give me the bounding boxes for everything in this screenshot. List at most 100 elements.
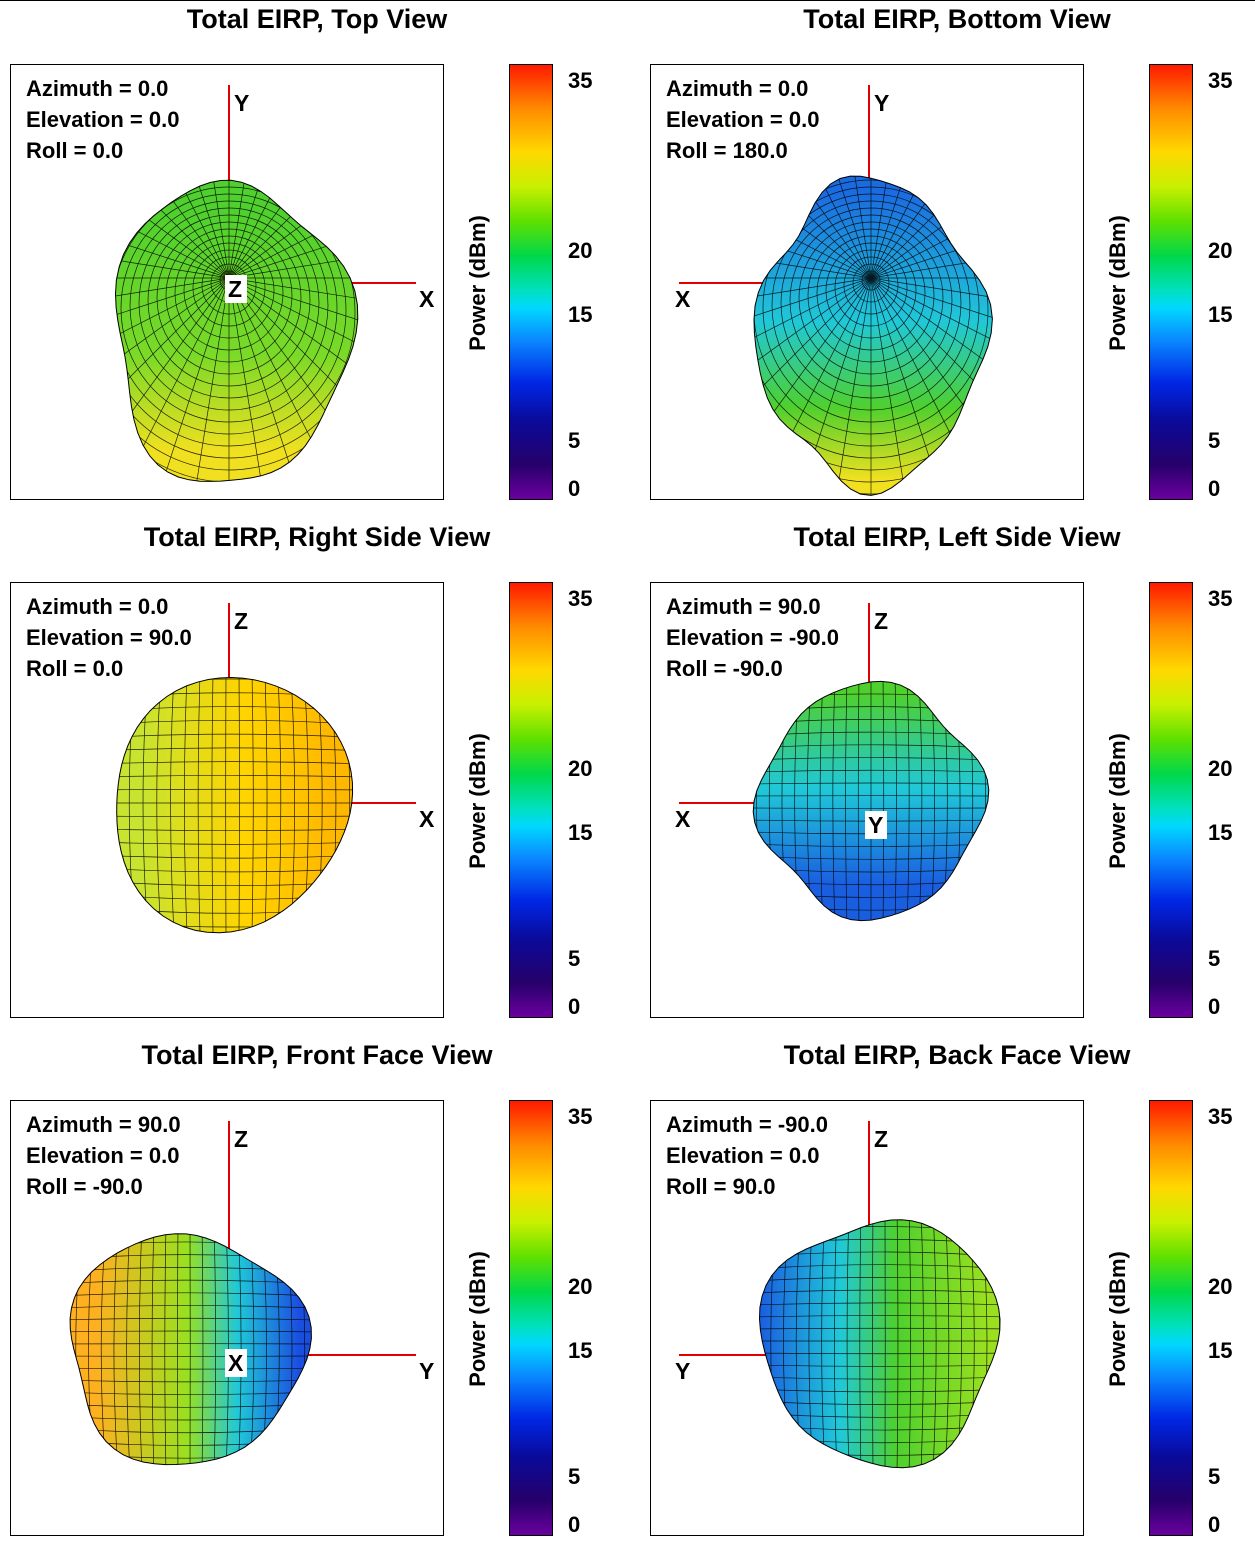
radiation-pattern-svg: Y X Z: [114, 85, 435, 482]
view-parameter-line: Roll = -90.0: [666, 656, 783, 681]
colorbar-tick-label: 0: [568, 994, 581, 1019]
colorbar-label: Power (dBm): [465, 215, 490, 351]
colorbar-tick-label: 0: [568, 476, 581, 501]
pattern-surface: [752, 680, 990, 922]
colorbar-tick-label: 5: [1208, 428, 1221, 453]
pattern-plot-area: Z X Azimuth = 0.0 Elevation = 90.0 Roll = 0.…: [10, 582, 444, 1018]
colorbar-label: Power (dBm): [465, 733, 490, 869]
view-parameter-line: Azimuth = 0.0: [26, 76, 169, 101]
colorbar-tick-label: 20: [1208, 1274, 1233, 1299]
colorbar: [1149, 582, 1193, 1018]
axis-label-up: Z: [874, 1126, 888, 1152]
view-parameter-line: Elevation = 0.0: [666, 107, 820, 132]
view-parameter-line: Elevation = 0.0: [26, 1143, 180, 1168]
pattern-surface: [753, 175, 993, 496]
panel-title: Total EIRP, Bottom View: [803, 4, 1111, 34]
colorbar-label: Power (dBm): [1105, 733, 1130, 869]
pattern-surface: [114, 179, 359, 482]
axis-label-side: Y: [675, 1358, 690, 1384]
colorbar-label: Power (dBm): [465, 1251, 490, 1387]
view-parameters: Azimuth = 0.0 Elevation = 0.0 Roll = 180.0: [666, 73, 819, 166]
colorbar-tick-label: 5: [1208, 1464, 1221, 1489]
colorbar-tick-label: 15: [568, 820, 593, 845]
view-parameter-line: Elevation = 0.0: [26, 107, 180, 132]
axis-label-up: Z: [234, 608, 248, 634]
colorbar: [509, 582, 553, 1018]
colorbar-tick-label: 5: [1208, 946, 1221, 971]
colorbar-label: Power (dBm): [1105, 1251, 1130, 1387]
top-border: [0, 0, 1255, 1]
colorbar-tick-label: 20: [568, 1274, 593, 1299]
pattern-plot-area: Z Y Azimuth = -90.0 Elevation = 0.0 Roll = 9…: [650, 1100, 1084, 1536]
view-parameter-line: Roll = 90.0: [666, 1174, 776, 1199]
view-parameter-line: Elevation = 90.0: [26, 625, 192, 650]
view-parameter-line: Roll = 180.0: [666, 138, 788, 163]
axis-label-up: Z: [234, 1126, 248, 1152]
plot-panel-top: Total EIRP, Top View Y X Z Azimuth = 0.0 Elev…: [0, 0, 627, 515]
view-parameter-line: Azimuth = 90.0: [26, 1112, 181, 1137]
plot-panel-left: Total EIRP, Left Side View Z X Y Azimuth = 9…: [640, 518, 1255, 1033]
colorbar-tick-label: 0: [1208, 476, 1221, 501]
axis-label-side: X: [675, 806, 691, 832]
view-parameters: Azimuth = 0.0 Elevation = 90.0 Roll = 0.0: [26, 591, 192, 684]
radiation-pattern-svg: ZX: [116, 603, 435, 934]
colorbar-tick-label: 20: [568, 756, 593, 781]
colorbar-tick-label: 15: [1208, 1338, 1233, 1363]
view-parameter-line: Azimuth = -90.0: [666, 1112, 828, 1137]
colorbar: [509, 1100, 553, 1536]
panel-title: Total EIRP, Right Side View: [143, 522, 491, 552]
view-parameter-line: Azimuth = 0.0: [666, 76, 809, 101]
panel-title: Total EIRP, Top View: [186, 4, 448, 34]
view-parameter-line: Azimuth = 90.0: [666, 594, 821, 619]
plot-panel-front: Total EIRP, Front Face View Z Y X Azimuth = …: [0, 1036, 627, 1551]
view-parameter-line: Elevation = 0.0: [666, 1143, 820, 1168]
axis-label-center: Z: [228, 276, 242, 302]
colorbar-tick-label: 35: [1208, 68, 1233, 93]
radiation-pattern-svg: Z X Y: [675, 603, 990, 922]
view-parameters: Azimuth = 90.0 Elevation = -90.0 Roll = -9…: [666, 591, 839, 684]
colorbar-tick-label: 15: [1208, 302, 1233, 327]
axis-label-up: Y: [874, 90, 889, 116]
axis-label-side: X: [419, 806, 435, 832]
colorbar: [1149, 1100, 1193, 1536]
plot-panel-right: Total EIRP, Right Side View Z X Azimuth = 0…: [0, 518, 627, 1033]
colorbar-tick-label: 15: [1208, 820, 1233, 845]
radiation-pattern-svg: ZY: [675, 1121, 1001, 1469]
panel-title: Total EIRP, Front Face View: [141, 1040, 493, 1070]
pattern-surface: [116, 676, 354, 934]
pattern-plot-area: Z Y X Azimuth = 90.0 Elevation = 0.0 Roll = -…: [10, 1100, 444, 1536]
pattern-surface: [758, 1219, 1001, 1469]
colorbar-tick-label: 20: [1208, 238, 1233, 263]
colorbar-tick-label: 35: [1208, 1104, 1233, 1129]
panel-title: Total EIRP, Back Face View: [783, 1040, 1131, 1070]
colorbar-tick-label: 15: [568, 1338, 593, 1363]
axis-label-center: Y: [868, 812, 883, 838]
view-parameters: Azimuth = 0.0 Elevation = 0.0 Roll = 0.0: [26, 73, 179, 166]
view-parameters: Azimuth = -90.0 Elevation = 0.0 Roll = 90.…: [666, 1109, 828, 1202]
panel-title: Total EIRP, Left Side View: [793, 522, 1121, 552]
colorbar-tick-label: 35: [568, 586, 593, 611]
view-parameter-line: Roll = 0.0: [26, 138, 124, 163]
view-parameters: Azimuth = 90.0 Elevation = 0.0 Roll = -90.…: [26, 1109, 181, 1202]
colorbar-tick-label: 35: [1208, 586, 1233, 611]
pattern-plot-area: Y X Azimuth = 0.0 Elevation = 0.0 Roll = 180…: [650, 64, 1084, 500]
colorbar-label: Power (dBm): [1105, 215, 1130, 351]
colorbar-tick-label: 0: [568, 1512, 581, 1537]
colorbar-tick-label: 0: [1208, 994, 1221, 1019]
view-parameter-line: Roll = -90.0: [26, 1174, 143, 1199]
axis-label-center: X: [228, 1350, 244, 1376]
colorbar-tick-label: 5: [568, 946, 581, 971]
axis-label-side: X: [419, 286, 435, 312]
radiation-pattern-svg: Z Y X: [69, 1121, 434, 1466]
radiation-pattern-svg: YX: [675, 85, 993, 496]
colorbar-tick-label: 5: [568, 1464, 581, 1489]
axis-label-up: Y: [234, 90, 249, 116]
view-parameter-line: Roll = 0.0: [26, 656, 124, 681]
colorbar-tick-label: 35: [568, 68, 593, 93]
colorbar: [509, 64, 553, 500]
view-parameter-line: Elevation = -90.0: [666, 625, 840, 650]
view-parameter-line: Azimuth = 0.0: [26, 594, 169, 619]
colorbar-tick-label: 20: [1208, 756, 1233, 781]
axis-label-up: Z: [874, 608, 888, 634]
plot-panel-bottom: Total EIRP, Bottom View Y X Azimuth = 0.0 El…: [640, 0, 1255, 515]
